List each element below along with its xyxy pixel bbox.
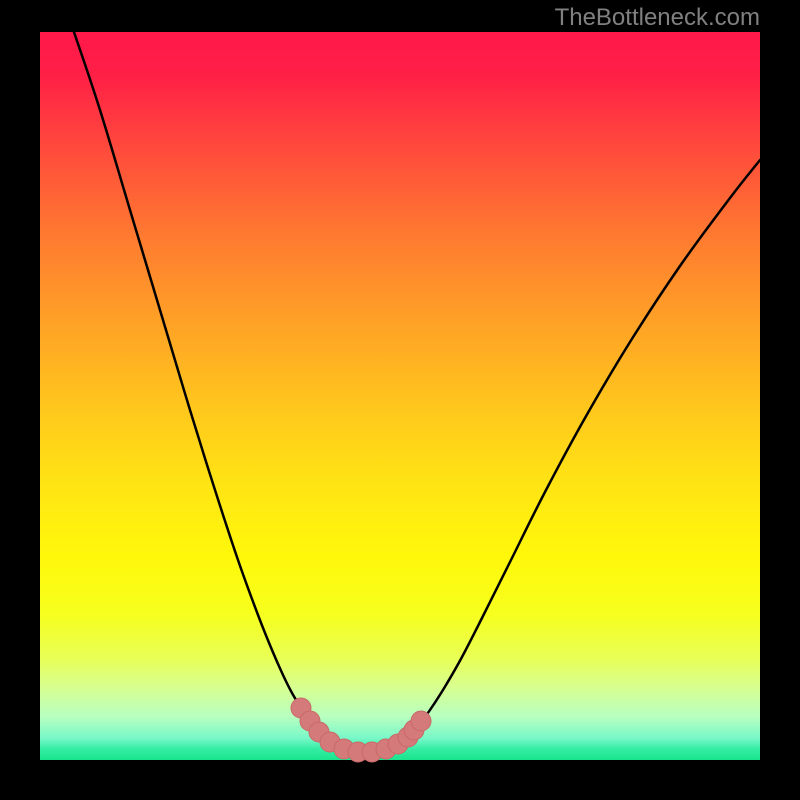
bottleneck-curve [74, 32, 760, 752]
watermark-text: TheBottleneck.com [555, 4, 760, 32]
curve-layer [0, 0, 800, 800]
trough-marker [411, 711, 431, 731]
trough-markers [291, 698, 431, 762]
